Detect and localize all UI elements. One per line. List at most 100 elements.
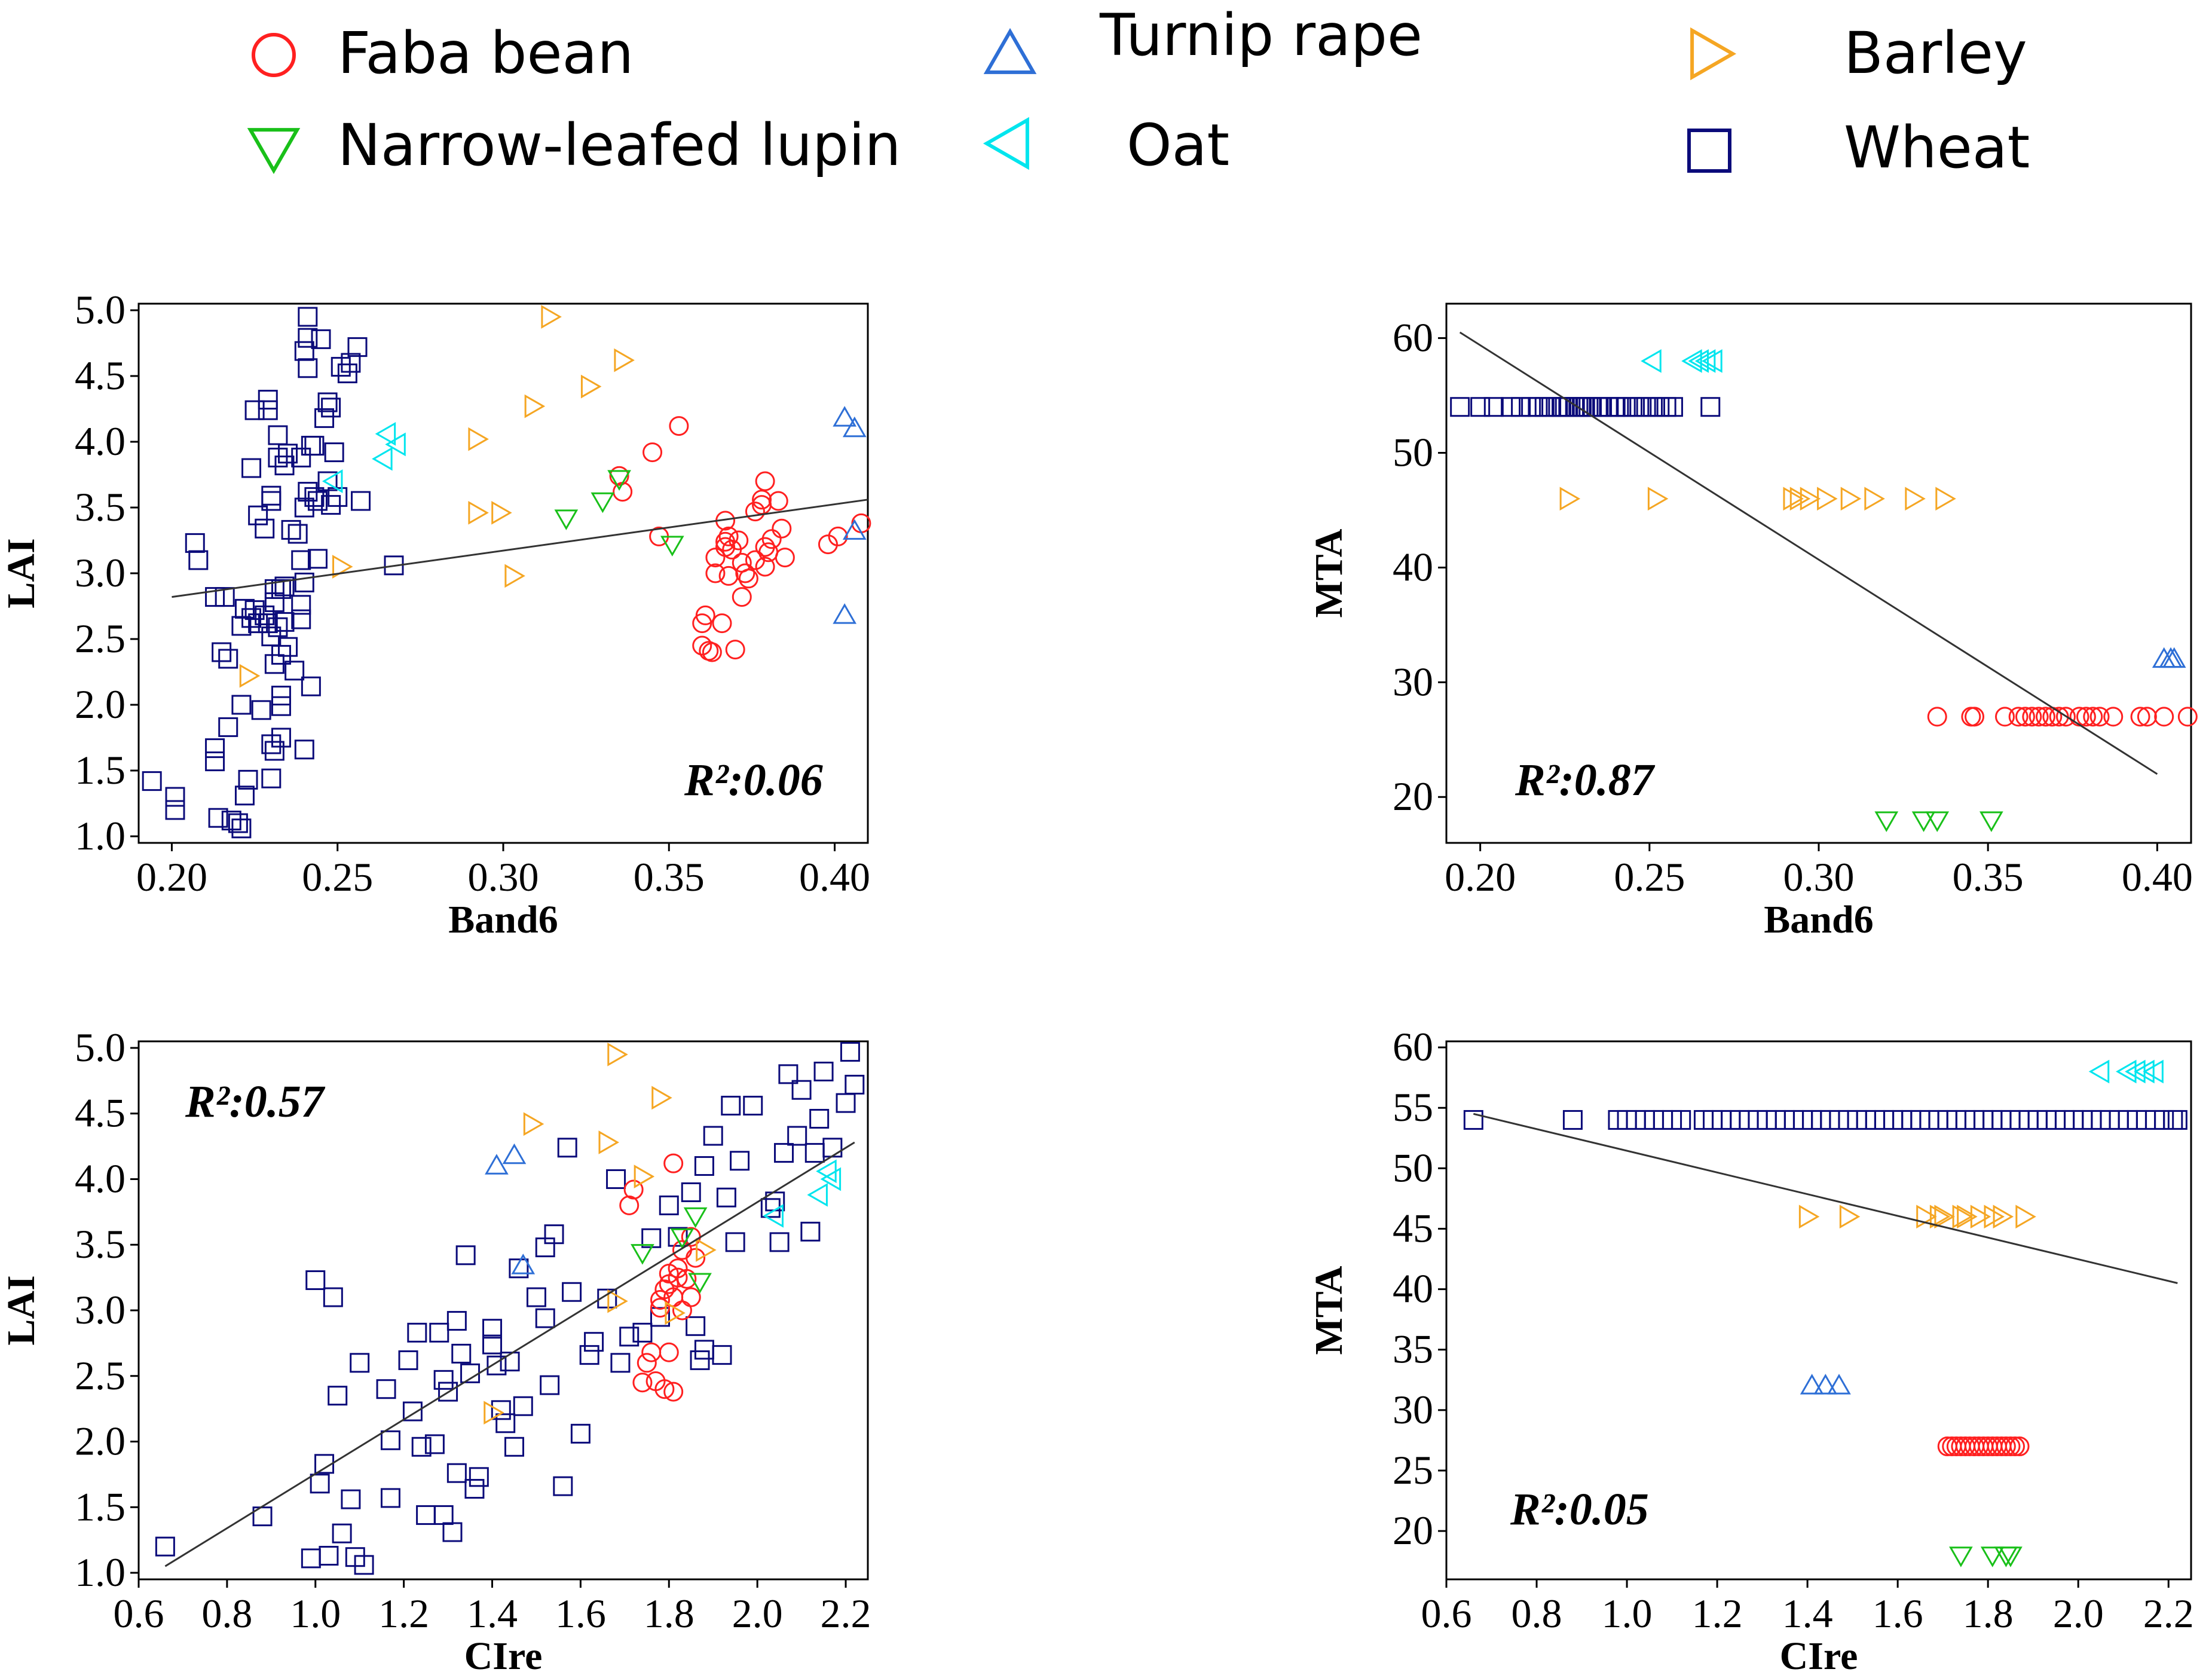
y-tick-label: 20: [1393, 774, 1433, 819]
data-point: [721, 1096, 741, 1116]
data-point: [2015, 707, 2035, 727]
data-point: [375, 421, 396, 446]
data-point: [372, 447, 393, 471]
data-point: [670, 1228, 694, 1249]
x-tick-label: 0.35: [634, 854, 705, 900]
data-point: [446, 1463, 467, 1483]
data-point: [241, 608, 262, 628]
data-point: [580, 374, 602, 399]
data-point: [763, 1204, 784, 1228]
data-point: [271, 579, 291, 599]
data-point: [745, 550, 765, 570]
data-point: [597, 1288, 617, 1309]
data-point: [2029, 707, 2049, 727]
data-point: [341, 353, 361, 373]
data-point: [1636, 397, 1656, 417]
y-tick-label: 5.0: [75, 287, 126, 332]
data-point: [2177, 707, 2198, 727]
data-point: [718, 526, 739, 546]
data-point: [278, 444, 298, 464]
data-point: [234, 785, 255, 806]
data-point: [208, 808, 228, 828]
data-point: [264, 741, 284, 761]
data-point: [544, 1224, 564, 1245]
data-point: [287, 524, 308, 544]
x-tick-label: 2.2: [2143, 1591, 2194, 1636]
data-point: [142, 771, 162, 791]
data-point: [822, 1138, 843, 1158]
data-point: [482, 1334, 503, 1355]
x-tick-label: 0.25: [302, 854, 373, 900]
data-point: [491, 500, 512, 525]
triangle-down-icon: [247, 128, 301, 175]
data-point: [1957, 1205, 1978, 1229]
data-point: [261, 485, 282, 506]
data-point: [1650, 397, 1670, 417]
y-tick-label: 2.5: [75, 616, 126, 661]
data-point: [1935, 487, 1956, 511]
y-axis-title: MTA: [1307, 528, 1351, 618]
data-point: [2137, 707, 2157, 727]
data-point: [341, 1489, 361, 1509]
data-point: [1874, 811, 1899, 832]
data-point: [314, 408, 335, 428]
data-point: [298, 307, 318, 327]
data-point: [274, 576, 295, 597]
data-point: [268, 425, 288, 445]
data-point: [307, 491, 328, 511]
data-point: [562, 1282, 582, 1302]
data-point: [840, 1042, 860, 1062]
data-point: [491, 1400, 511, 1420]
data-point: [218, 717, 238, 737]
data-point: [809, 1109, 830, 1129]
y-tick-label: 4.5: [75, 1090, 126, 1136]
data-point: [1970, 1205, 1991, 1229]
data-point: [712, 1345, 732, 1365]
data-point: [446, 1311, 467, 1331]
data-point: [688, 1273, 712, 1294]
data-point: [1599, 397, 1619, 417]
data-point: [584, 1332, 604, 1352]
data-point: [690, 1350, 710, 1370]
y-tick-label: 30: [1393, 1387, 1433, 1432]
data-point: [1463, 1109, 1483, 1130]
data-point: [1840, 487, 1862, 511]
data-point: [1952, 1205, 1974, 1229]
data-point: [255, 518, 275, 539]
data-point: [668, 1227, 688, 1247]
x-tick-label: 1.2: [1692, 1591, 1743, 1636]
data-point: [185, 533, 205, 553]
data-point: [337, 363, 357, 384]
data-point: [321, 398, 341, 418]
y-tick-label: 4.5: [75, 353, 126, 398]
data-point: [686, 1248, 706, 1268]
data-point: [188, 550, 209, 570]
x-axis-title: Band6: [448, 898, 558, 942]
data-point: [800, 1221, 821, 1242]
data-point: [294, 739, 314, 760]
data-point: [718, 566, 739, 586]
data-point: [1559, 487, 1581, 511]
series-wheat: [142, 307, 404, 839]
data-point: [623, 1179, 644, 1200]
data-point: [607, 1289, 628, 1313]
data-point: [221, 811, 241, 831]
data-point: [469, 1467, 489, 1487]
data-point: [654, 1379, 675, 1399]
y-tick-label: 45: [1393, 1205, 1433, 1251]
data-point: [2130, 707, 2150, 727]
data-point: [1934, 1205, 1955, 1229]
data-point: [231, 695, 252, 715]
data-point: [659, 1342, 679, 1362]
data-point: [606, 1169, 626, 1189]
data-point: [294, 572, 314, 592]
data-point: [451, 1343, 472, 1364]
data-point: [1798, 1205, 1820, 1229]
data-point: [2167, 1109, 2187, 1130]
data-point: [251, 700, 271, 720]
data-point: [244, 600, 265, 621]
data-point: [833, 406, 857, 427]
data-point: [268, 447, 288, 467]
data-point: [663, 1153, 684, 1173]
data-point: [729, 530, 749, 551]
